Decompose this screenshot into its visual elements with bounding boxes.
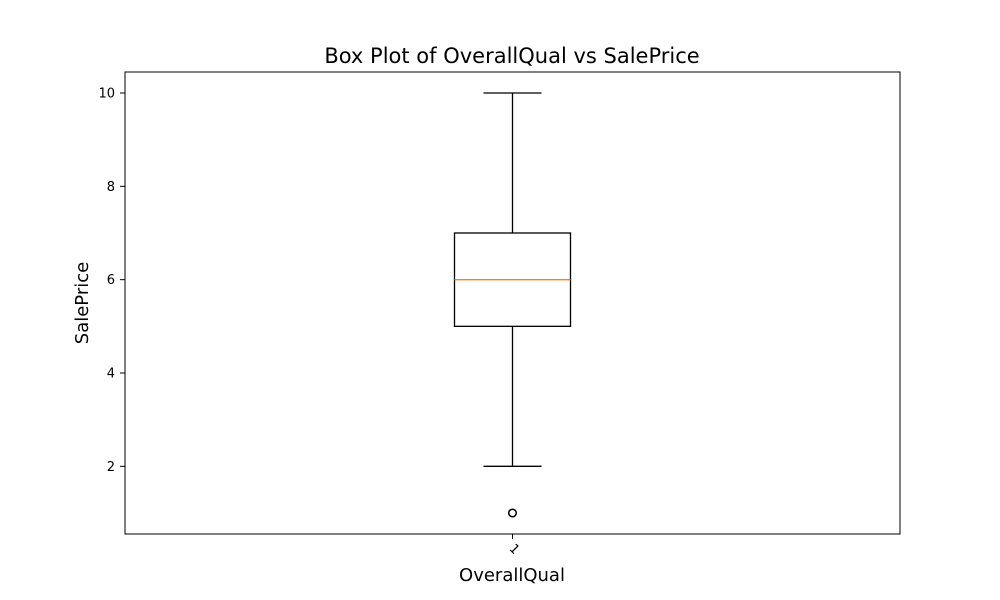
y-tick-label: 2 <box>107 460 115 475</box>
x-axis-label: OverallQual <box>459 565 565 586</box>
chart-title: Box Plot of OverallQual vs SalePrice <box>324 44 699 68</box>
x-tick-label: 1 <box>506 541 522 557</box>
box-series <box>453 92 572 518</box>
y-axis: 2 4 6 8 10 <box>98 87 125 475</box>
y-tick-label: 8 <box>107 180 115 195</box>
y-tick-label: 4 <box>107 367 115 382</box>
x-axis: 1 <box>506 534 522 558</box>
y-tick-label: 6 <box>107 273 115 288</box>
y-tick-label: 10 <box>98 87 115 102</box>
y-axis-label: SalePrice <box>72 262 93 344</box>
outlier-point <box>507 508 518 518</box>
